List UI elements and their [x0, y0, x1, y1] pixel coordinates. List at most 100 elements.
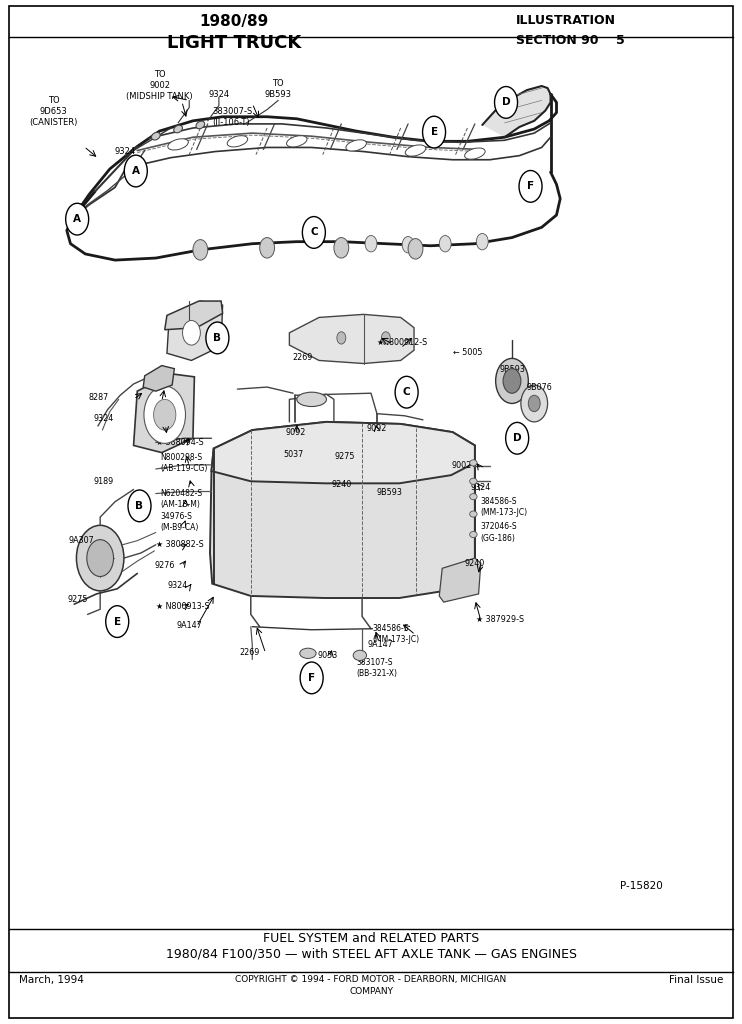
Text: E: E	[114, 616, 121, 627]
Circle shape	[521, 385, 548, 422]
Ellipse shape	[470, 511, 477, 517]
Circle shape	[106, 605, 129, 637]
Circle shape	[76, 525, 124, 591]
Text: 9092: 9092	[285, 428, 306, 436]
Text: ★ N800913-S: ★ N800913-S	[156, 602, 209, 610]
Circle shape	[495, 87, 518, 118]
Circle shape	[87, 540, 114, 577]
Text: 9B593: 9B593	[499, 366, 525, 374]
Circle shape	[125, 156, 148, 186]
Text: 9324: 9324	[154, 417, 175, 425]
Text: 9324: 9324	[209, 90, 229, 99]
Text: ★N800912-S: ★N800912-S	[377, 338, 428, 346]
Circle shape	[154, 399, 176, 430]
Circle shape	[381, 332, 390, 344]
Ellipse shape	[353, 650, 367, 660]
Text: 9324: 9324	[114, 146, 135, 156]
Text: ★ 380882-S: ★ 380882-S	[156, 541, 203, 549]
Text: 9002: 9002	[451, 462, 472, 470]
Text: 383107-S
(BB-321-X): 383107-S (BB-321-X)	[356, 657, 397, 678]
Text: 9324: 9324	[470, 483, 491, 492]
Text: COPYRIGHT © 1994 - FORD MOTOR - DEARBORN, MICHIGAN: COPYRIGHT © 1994 - FORD MOTOR - DEARBORN…	[235, 976, 507, 984]
Text: 1980/89: 1980/89	[199, 14, 269, 29]
Text: 9B076: 9B076	[527, 383, 553, 391]
Polygon shape	[210, 422, 475, 598]
Text: D: D	[502, 97, 510, 108]
Circle shape	[144, 386, 186, 443]
Circle shape	[476, 233, 488, 250]
Circle shape	[260, 238, 275, 258]
Text: 9275: 9275	[335, 453, 355, 461]
Circle shape	[337, 332, 346, 344]
Ellipse shape	[464, 148, 485, 159]
Text: 9324: 9324	[148, 395, 168, 403]
Text: 9053: 9053	[318, 651, 338, 659]
Circle shape	[402, 237, 414, 253]
Text: F: F	[308, 673, 315, 683]
Text: COMPANY: COMPANY	[349, 987, 393, 995]
Circle shape	[519, 171, 542, 203]
Polygon shape	[165, 301, 223, 330]
Text: 9240: 9240	[331, 480, 352, 488]
Text: 9A147: 9A147	[177, 622, 202, 630]
Polygon shape	[167, 301, 223, 360]
Text: C: C	[310, 227, 318, 238]
Text: 1980/84 F100/350 — with STEEL AFT AXLE TANK — GAS ENGINES: 1980/84 F100/350 — with STEEL AFT AXLE T…	[165, 947, 577, 961]
Circle shape	[206, 322, 229, 353]
Text: 9B593: 9B593	[377, 488, 402, 497]
Text: P-15820: P-15820	[620, 881, 663, 891]
Text: 384586-S
(MM-173-JC): 384586-S (MM-173-JC)	[481, 497, 528, 517]
Text: 2269: 2269	[239, 648, 260, 656]
Ellipse shape	[346, 140, 367, 151]
Text: 9276: 9276	[154, 561, 175, 569]
Ellipse shape	[470, 494, 477, 500]
Circle shape	[528, 395, 540, 412]
Text: 9240: 9240	[464, 559, 485, 567]
Circle shape	[303, 217, 325, 248]
Text: 8287: 8287	[88, 393, 109, 401]
Ellipse shape	[168, 139, 188, 150]
Text: A: A	[73, 214, 81, 224]
Text: ILLUSTRATION: ILLUSTRATION	[516, 14, 616, 27]
Text: N620482-S
(AM-1B-M): N620482-S (AM-1B-M)	[160, 488, 203, 509]
Text: 9092: 9092	[367, 424, 387, 432]
Text: 9189: 9189	[93, 477, 114, 485]
Ellipse shape	[470, 531, 477, 538]
Text: SECTION 90    5: SECTION 90 5	[516, 34, 625, 47]
Polygon shape	[143, 366, 174, 391]
Polygon shape	[482, 86, 551, 137]
Text: LIGHT TRUCK: LIGHT TRUCK	[167, 34, 301, 52]
Ellipse shape	[174, 125, 183, 133]
Polygon shape	[211, 422, 475, 483]
Ellipse shape	[227, 136, 248, 146]
Circle shape	[496, 358, 528, 403]
Circle shape	[503, 369, 521, 393]
Text: ← 5005: ← 5005	[453, 348, 482, 356]
Circle shape	[439, 236, 451, 252]
Ellipse shape	[470, 460, 477, 466]
Text: 384586-S
(MM-173-JC): 384586-S (MM-173-JC)	[372, 624, 420, 644]
Text: ★ 388094-S: ★ 388094-S	[156, 438, 203, 446]
Text: B: B	[136, 501, 143, 511]
Text: N800298-S
(AB-119-CG): N800298-S (AB-119-CG)	[160, 453, 208, 473]
Text: 34976-S
(M-B9-CA): 34976-S (M-B9-CA)	[160, 512, 199, 532]
Text: Final Issue: Final Issue	[669, 975, 723, 985]
Text: F: F	[527, 181, 534, 191]
Text: FUEL SYSTEM and RELATED PARTS: FUEL SYSTEM and RELATED PARTS	[263, 932, 479, 945]
Ellipse shape	[196, 121, 205, 129]
Text: D: D	[513, 433, 522, 443]
Text: 5037: 5037	[283, 451, 304, 459]
Polygon shape	[439, 558, 481, 602]
Circle shape	[506, 423, 528, 455]
Text: March, 1994: March, 1994	[19, 975, 83, 985]
Circle shape	[183, 321, 200, 345]
Text: 2269: 2269	[292, 353, 313, 361]
Ellipse shape	[151, 132, 160, 140]
Text: TO
9B593: TO 9B593	[265, 79, 292, 99]
Circle shape	[128, 490, 151, 522]
Text: C: C	[403, 387, 410, 397]
Polygon shape	[289, 314, 414, 364]
Text: E: E	[430, 127, 438, 137]
Text: B: B	[214, 333, 221, 343]
Text: 9A147: 9A147	[368, 640, 393, 648]
